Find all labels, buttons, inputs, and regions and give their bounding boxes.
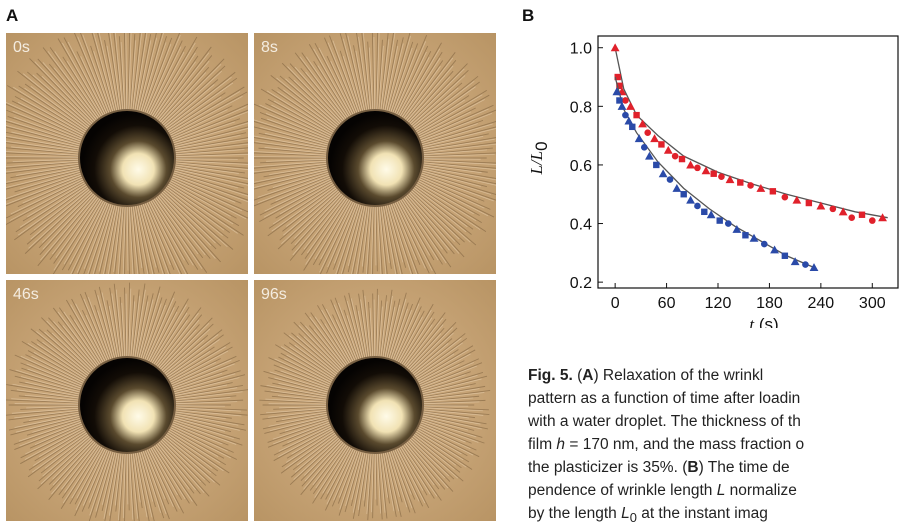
- caption-line: Fig. 5. (A) Relaxation of the wrinkl: [528, 364, 915, 387]
- data-point: [848, 214, 855, 221]
- x-tick-label: 0: [611, 295, 620, 312]
- data-point: [694, 165, 701, 172]
- droplet-photo-grid: 0s 8s 46s 96s: [6, 33, 498, 520]
- droplet-photo-96s: 96s: [254, 280, 496, 521]
- data-point: [802, 261, 809, 268]
- data-point: [761, 241, 768, 248]
- data-point: [742, 232, 748, 238]
- data-point: [635, 134, 644, 142]
- y-tick-label: 1.0: [570, 41, 592, 58]
- x-tick-label: 180: [756, 295, 783, 312]
- data-point: [747, 182, 754, 189]
- data-point: [681, 191, 687, 197]
- data-point: [869, 217, 876, 224]
- data-point: [679, 156, 685, 162]
- data-point: [806, 200, 812, 206]
- data-point: [686, 161, 695, 169]
- data-point: [830, 206, 837, 213]
- data-point: [810, 263, 819, 271]
- data-point: [717, 217, 723, 223]
- droplet-photo-0s: 0s: [6, 33, 248, 274]
- caption-line: with a water droplet. The thickness of t…: [528, 410, 915, 433]
- plot-frame: [598, 36, 898, 288]
- photo-time-label: 8s: [261, 39, 278, 57]
- data-point: [622, 97, 629, 104]
- x-tick-label: 60: [658, 295, 676, 312]
- data-point: [626, 102, 635, 110]
- data-point: [672, 153, 679, 160]
- caption-line: film h = 170 nm, and the mass fraction o: [528, 433, 915, 456]
- data-point: [658, 141, 664, 147]
- panel-label-a: A: [6, 6, 18, 26]
- photo-time-label: 96s: [261, 286, 287, 304]
- data-point: [770, 188, 776, 194]
- droplet-image: [254, 33, 496, 274]
- y-tick-label: 0.2: [570, 275, 592, 292]
- data-point: [645, 152, 654, 160]
- x-tick-label: 120: [705, 295, 732, 312]
- data-point: [711, 171, 717, 177]
- panel-label-b: B: [522, 6, 534, 26]
- data-point: [701, 209, 707, 215]
- data-point: [737, 179, 743, 185]
- droplet-image: [254, 280, 496, 521]
- caption-line: pattern as a function of time after load…: [528, 387, 915, 410]
- droplet-photo-8s: 8s: [254, 33, 496, 274]
- data-point: [667, 176, 674, 183]
- data-point: [644, 129, 651, 136]
- droplet-image: [6, 280, 248, 521]
- data-point: [622, 112, 629, 119]
- data-point: [653, 162, 659, 168]
- y-axis-title: L/L0: [527, 141, 551, 175]
- photo-time-label: 0s: [13, 39, 30, 57]
- y-tick-label: 0.4: [570, 217, 592, 234]
- droplet-image: [6, 33, 248, 274]
- data-point: [629, 124, 635, 130]
- x-tick-label: 240: [808, 295, 835, 312]
- photo-time-label: 46s: [13, 286, 39, 304]
- data-point: [859, 212, 865, 218]
- data-point: [633, 112, 639, 118]
- relaxation-plot: 0 60 120 180 240 300 0.2 0.4 0.6 0.8 1.0 t (s) L/L0: [514, 28, 909, 328]
- data-point: [725, 220, 732, 227]
- y-tick-label: 0.8: [570, 99, 592, 116]
- data-point: [782, 194, 789, 201]
- data-point: [782, 253, 788, 259]
- y-tick-label: 0.6: [570, 158, 592, 175]
- data-point: [641, 144, 648, 151]
- data-point: [792, 196, 801, 204]
- droplet-photo-46s: 46s: [6, 280, 248, 521]
- data-point: [726, 175, 735, 183]
- caption-line: pendence of wrinkle length L normalize: [528, 479, 915, 502]
- data-point: [694, 203, 701, 210]
- x-axis-title: t (s): [749, 315, 778, 328]
- caption-line: by the length L0 at the instant imag: [528, 502, 915, 525]
- caption-line: the plasticizer is 35%. (B) The time de: [528, 456, 915, 479]
- fit-line-0: [615, 48, 888, 218]
- data-point: [718, 173, 725, 180]
- data-point: [611, 43, 620, 51]
- x-tick-label: 300: [859, 295, 886, 312]
